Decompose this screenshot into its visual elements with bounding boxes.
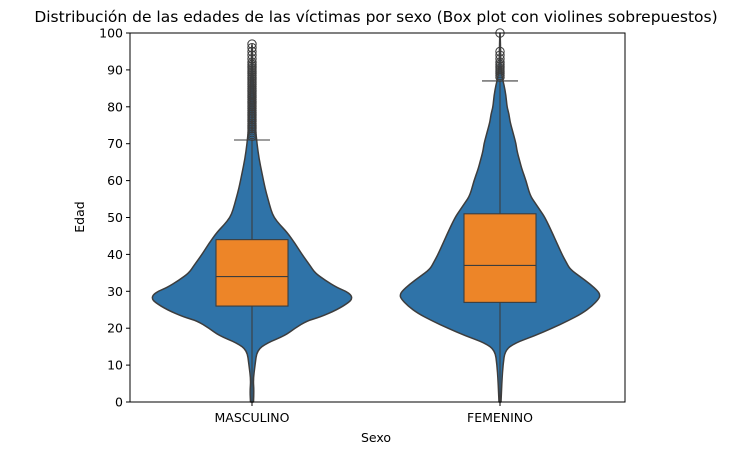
plot-area	[130, 33, 625, 402]
y-tick-label: 40	[107, 247, 123, 262]
y-tick-label: 80	[107, 99, 123, 114]
y-tick-label: 10	[107, 358, 123, 373]
outlier-point-masculino	[247, 46, 257, 57]
y-tick-label: 90	[107, 62, 123, 77]
outlier-point-masculino	[247, 54, 257, 64]
outlier-point-masculino	[247, 50, 257, 60]
outlier-point-femenino	[495, 57, 505, 68]
y-tick-label: 0	[115, 395, 123, 410]
outlier-point-femenino	[495, 50, 505, 60]
outlier-point-masculino	[247, 39, 257, 49]
boxes-layer	[215, 80, 537, 403]
y-tick-label: 50	[107, 210, 123, 225]
y-tick-label: 30	[107, 284, 123, 299]
outlier-point-masculino	[247, 57, 257, 68]
box-masculino	[215, 239, 289, 307]
y-tick-label: 70	[107, 136, 123, 151]
outlier-point-masculino	[247, 43, 257, 53]
box-femenino	[463, 213, 537, 303]
y-axis-label: Edad	[72, 201, 87, 232]
x-tick-label: MASCULINO	[215, 410, 290, 425]
y-tick-label: 100	[99, 26, 123, 41]
y-tick-label: 20	[107, 321, 123, 336]
outliers-layer	[247, 28, 505, 142]
outlier-point-femenino	[495, 54, 505, 64]
x-axis-label: Sexo	[361, 430, 391, 445]
plot-background	[130, 33, 625, 402]
chart-title: Distribución de las edades de las víctim…	[34, 8, 717, 26]
axes-layer: 0 10 20 30 40 50 60 70 80 90 100 MASCULINO FEMENINO	[99, 26, 626, 425]
y-tick-label: 60	[107, 173, 123, 188]
outlier-point-femenino	[495, 46, 505, 57]
x-tick-label: FEMENINO	[467, 410, 533, 425]
